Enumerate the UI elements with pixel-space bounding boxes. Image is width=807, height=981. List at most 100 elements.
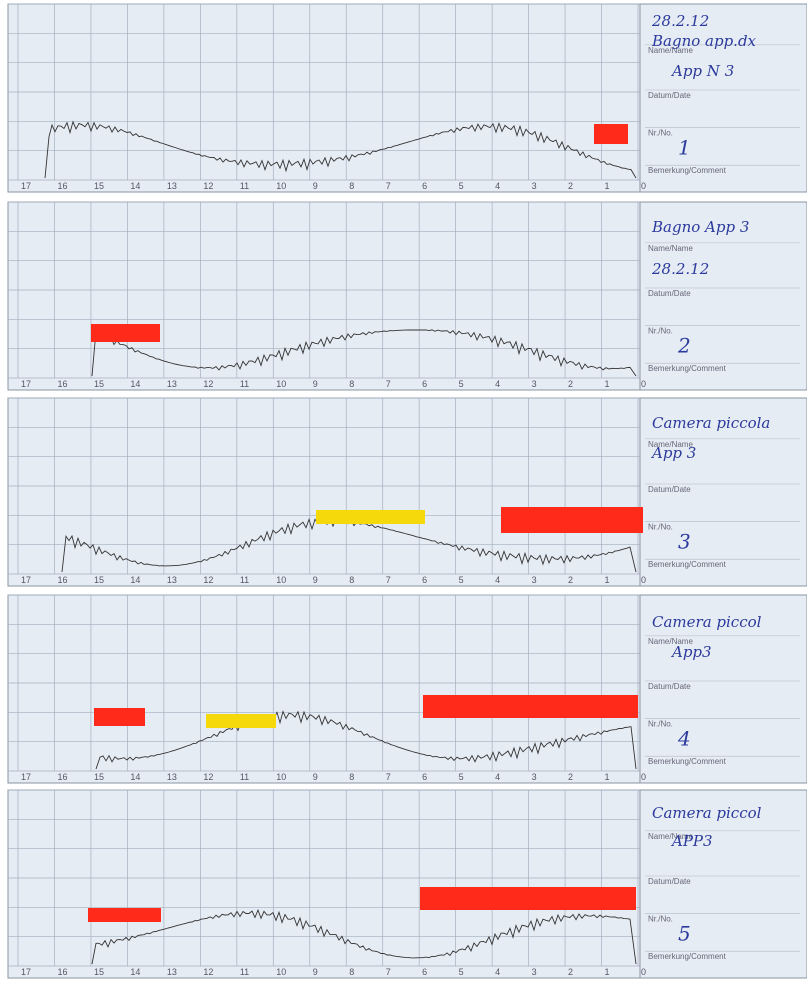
form-label: Bemerkung/Comment: [648, 952, 727, 961]
form-label: Bemerkung/Comment: [648, 757, 727, 766]
hour-label: 17: [21, 967, 31, 977]
hour-label: 2: [568, 772, 573, 782]
marker-bar: [88, 908, 161, 922]
hour-label: 9: [313, 772, 318, 782]
hour-label: 7: [386, 967, 391, 977]
hour-label: 1: [605, 575, 610, 585]
form-label: Datum/Date: [648, 877, 691, 886]
hour-label: 4: [495, 575, 500, 585]
hour-label: 12: [203, 967, 213, 977]
strip-number: 3: [678, 529, 691, 553]
hour-label: 7: [386, 379, 391, 389]
scan: 17161514131211109876543210Name/NameDatum…: [0, 0, 807, 981]
hour-label: 3: [532, 379, 537, 389]
hour-label: 16: [57, 181, 67, 191]
hour-label: 13: [167, 575, 177, 585]
form-label: Datum/Date: [648, 485, 691, 494]
hour-label: 12: [203, 772, 213, 782]
hour-label: 15: [94, 575, 104, 585]
hour-label: 13: [167, 967, 177, 977]
handwritten-note: App 3: [650, 444, 696, 462]
hour-label: 2: [568, 967, 573, 977]
hour-label: 4: [495, 772, 500, 782]
hour-label: 16: [57, 967, 67, 977]
hour-label: 6: [422, 379, 427, 389]
hour-label: 10: [276, 181, 286, 191]
form-label: Nr./No.: [648, 523, 673, 532]
hour-label: 0: [641, 181, 646, 191]
hour-label: 15: [94, 967, 104, 977]
hour-label: 16: [57, 772, 67, 782]
hour-label: 10: [276, 967, 286, 977]
hour-label: 0: [641, 772, 646, 782]
hour-label: 0: [641, 967, 646, 977]
handwritten-note: App N 3: [670, 62, 734, 80]
hour-label: 9: [313, 379, 318, 389]
hour-label: 11: [240, 967, 249, 977]
hour-label: 11: [240, 772, 249, 782]
handwritten-note: App3: [670, 643, 712, 661]
hour-label: 1: [605, 181, 610, 191]
hour-label: 7: [386, 181, 391, 191]
hour-label: 5: [459, 379, 464, 389]
hour-label: 11: [240, 379, 249, 389]
hour-label: 14: [130, 181, 140, 191]
handwritten-note: Bagno app.dx: [651, 32, 757, 50]
hour-label: 17: [21, 379, 31, 389]
hour-label: 1: [605, 967, 610, 977]
handwritten-note: Camera piccol: [652, 613, 762, 631]
hour-label: 9: [313, 967, 318, 977]
hour-label: 3: [532, 967, 537, 977]
hour-label: 2: [568, 181, 573, 191]
hour-label: 14: [130, 967, 140, 977]
hour-label: 6: [422, 967, 427, 977]
form-label: Nr./No.: [648, 720, 673, 729]
hour-label: 17: [21, 181, 31, 191]
hour-label: 14: [130, 575, 140, 585]
hour-label: 14: [130, 379, 140, 389]
form-label: Bemerkung/Comment: [648, 364, 727, 373]
handwritten-note: Camera piccol: [652, 804, 762, 822]
hour-label: 10: [276, 575, 286, 585]
hour-label: 11: [240, 575, 249, 585]
hour-label: 13: [167, 772, 177, 782]
hour-label: 9: [313, 181, 318, 191]
hour-label: 9: [313, 575, 318, 585]
form-label: Bemerkung/Comment: [648, 560, 727, 569]
hour-label: 15: [94, 772, 104, 782]
form-label: Datum/Date: [648, 289, 691, 298]
hour-label: 5: [459, 772, 464, 782]
hour-label: 0: [641, 379, 646, 389]
hour-label: 16: [57, 575, 67, 585]
hour-label: 12: [203, 575, 213, 585]
hour-label: 8: [349, 575, 354, 585]
hour-label: 11: [240, 181, 249, 191]
marker-bar: [423, 695, 638, 718]
hour-label: 17: [21, 772, 31, 782]
hour-label: 16: [57, 379, 67, 389]
form-label: Nr./No.: [648, 327, 673, 336]
hour-label: 4: [495, 967, 500, 977]
form-label: Bemerkung/Comment: [648, 166, 727, 175]
form-label: Datum/Date: [648, 682, 691, 691]
form-label: Nr./No.: [648, 129, 673, 138]
hour-label: 1: [605, 772, 610, 782]
hour-label: 10: [276, 772, 286, 782]
handwritten-note: 28.2.12: [651, 260, 709, 278]
hour-label: 7: [386, 575, 391, 585]
strip-number: 2: [677, 333, 691, 357]
marker-bar: [91, 324, 160, 342]
form-label: Datum/Date: [648, 91, 691, 100]
strip-number: 1: [678, 135, 691, 159]
marker-bar: [420, 887, 636, 910]
hour-label: 2: [568, 379, 573, 389]
hour-label: 8: [349, 181, 354, 191]
hour-label: 5: [459, 181, 464, 191]
hour-label: 8: [349, 772, 354, 782]
handwritten-note: APP3: [670, 832, 713, 850]
hour-label: 15: [94, 181, 104, 191]
hour-label: 5: [459, 575, 464, 585]
strip-number: 4: [677, 726, 691, 750]
hour-label: 8: [349, 967, 354, 977]
strip-number: 5: [678, 921, 691, 945]
